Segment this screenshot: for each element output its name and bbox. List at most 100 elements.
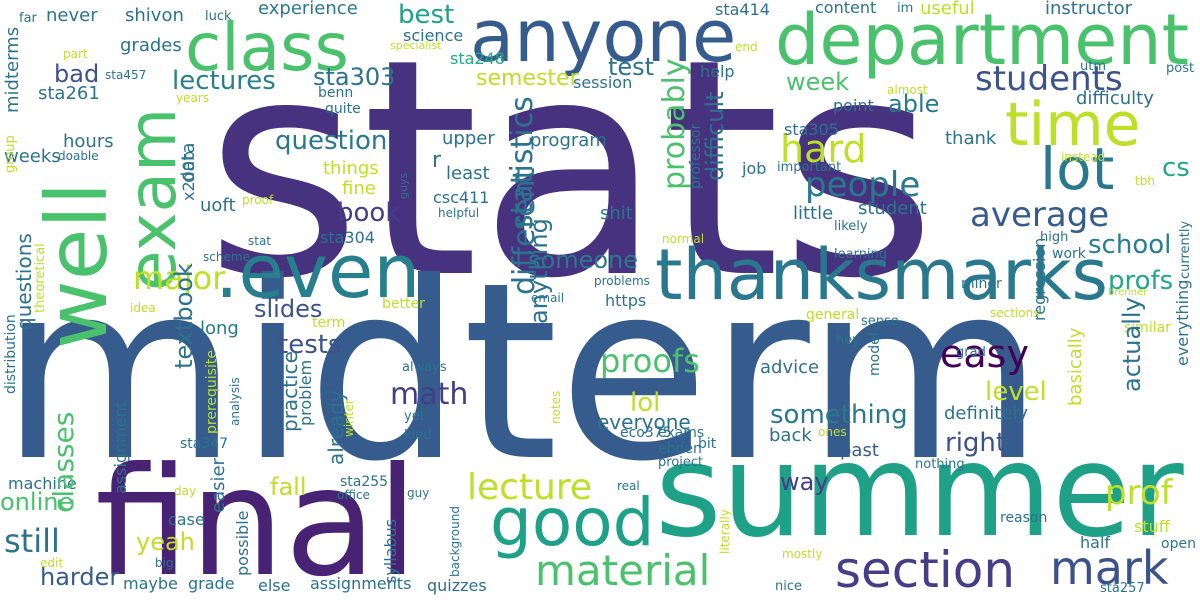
- word-guy: guy: [407, 486, 430, 500]
- word-best: best: [398, 0, 455, 30]
- word-someone: someone: [528, 246, 638, 274]
- word-upper: upper: [442, 128, 495, 149]
- word-quite: quite: [325, 101, 361, 117]
- word-students: students: [975, 59, 1123, 99]
- word-advice: advice: [760, 357, 820, 378]
- word-sta347: sta347: [180, 436, 229, 452]
- word-experience: experience: [258, 0, 358, 19]
- word-years: years: [176, 91, 210, 105]
- word-able: able: [888, 90, 940, 118]
- word-model: model: [867, 332, 883, 376]
- word-helpful: helpful: [438, 206, 480, 220]
- word-work: work: [1052, 246, 1086, 262]
- word-email: email: [531, 291, 565, 305]
- word-part: part: [63, 47, 88, 61]
- word-end: end: [735, 40, 758, 54]
- word-difficult: difficult: [701, 91, 729, 181]
- word-better: better: [382, 296, 425, 312]
- word-likely: likely: [834, 219, 868, 234]
- word-ebden: ebden: [658, 441, 702, 457]
- word-open: open: [1161, 536, 1196, 552]
- word-specialist: specialist: [390, 39, 442, 52]
- word-point: point: [833, 96, 874, 115]
- word-little: little: [793, 203, 834, 224]
- word-idea: idea: [130, 301, 156, 315]
- word-project: project: [658, 455, 704, 470]
- word-sta414: sta414: [715, 0, 770, 19]
- word-utm: utm: [1080, 59, 1106, 74]
- word-back: back: [769, 425, 812, 446]
- word-exams: exams: [658, 425, 705, 441]
- word-cs: cs: [1162, 153, 1190, 183]
- word-machine: machine: [8, 474, 77, 493]
- word-lectures: lectures: [172, 66, 276, 96]
- word-professor: professor: [688, 123, 704, 189]
- word-yet: yet: [404, 409, 425, 424]
- word-something: something: [770, 400, 908, 430]
- word-slides: slides: [254, 295, 323, 323]
- word-notes: notes: [549, 390, 563, 424]
- word-maybe: maybe: [123, 574, 178, 593]
- word-background: background: [448, 506, 462, 577]
- word-session: session: [573, 73, 633, 92]
- word-edit: edit: [40, 556, 64, 570]
- word-test: test: [608, 53, 655, 81]
- word-science: science: [403, 26, 464, 45]
- word-online: online: [0, 488, 74, 516]
- word-sta303: sta303: [313, 63, 396, 91]
- word-half: half: [1080, 533, 1111, 552]
- word-winter: winter: [342, 399, 356, 437]
- word-guys: guys: [397, 172, 410, 199]
- word-classes: classes: [47, 411, 80, 513]
- word-currently: currently: [1178, 220, 1193, 279]
- word-book: book: [337, 198, 401, 228]
- word-brenner: brenner: [1108, 287, 1148, 298]
- word-still: still: [4, 522, 60, 560]
- word-uoft: uoft: [200, 195, 236, 216]
- word-final: final: [95, 436, 419, 600]
- word-average: average: [970, 195, 1110, 235]
- word-least: least: [446, 163, 490, 184]
- word-people: people: [805, 165, 921, 205]
- word-theoretical: theoretical: [33, 243, 48, 313]
- word-real: real: [617, 479, 640, 493]
- word-nothing: nothing: [915, 457, 965, 472]
- word-semester: semester: [476, 66, 579, 91]
- word-grade: grade: [188, 574, 235, 593]
- word-time: time: [1005, 90, 1141, 160]
- word-lecture: lecture: [467, 467, 593, 508]
- word-office: office: [337, 488, 370, 502]
- word-case: case: [168, 510, 205, 529]
- word-sta255: sta255: [340, 474, 389, 490]
- word-stuff: stuff: [1134, 517, 1170, 536]
- word-fine: fine: [342, 178, 376, 199]
- word-everyone: everyone: [597, 410, 691, 434]
- word-distribution: distribution: [3, 314, 19, 394]
- word-probably: probably: [657, 58, 692, 190]
- word-far: far: [19, 11, 37, 26]
- word-level: level: [985, 377, 1047, 407]
- word-r: r: [432, 148, 442, 173]
- word-student: student: [858, 198, 927, 219]
- word-yeah: yeah: [136, 528, 195, 556]
- word-stats: stats: [205, 0, 937, 344]
- word-summer: summer: [655, 417, 1184, 566]
- word-mark: mark: [1050, 541, 1169, 595]
- word-class: class: [185, 9, 349, 86]
- word-post: post: [1166, 61, 1195, 76]
- word-midterms: midterms: [2, 26, 23, 113]
- word-group: group: [3, 135, 18, 173]
- word-sta257: sta257: [1100, 581, 1145, 596]
- word-section: section: [835, 541, 1016, 599]
- word-midterm: midterm: [0, 230, 1045, 515]
- word-instead: instead: [1061, 150, 1106, 164]
- word-analysis: analysis: [228, 377, 242, 426]
- word-scheme: scheme: [203, 250, 250, 264]
- word-always: always: [402, 360, 447, 375]
- word-kind: kind: [404, 428, 432, 443]
- word-sense: sense: [861, 314, 899, 329]
- word-https: https: [605, 291, 647, 310]
- word-literally: literally: [718, 509, 732, 554]
- word-bit: bit: [698, 436, 717, 452]
